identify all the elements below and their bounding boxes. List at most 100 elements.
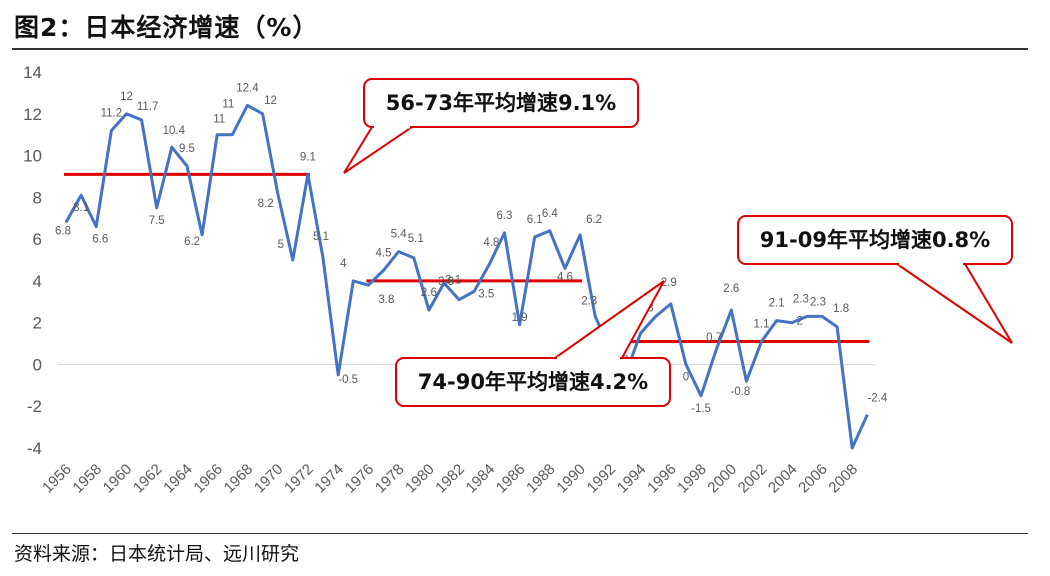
data-label: 12 (264, 95, 277, 107)
data-label: 8.1 (73, 202, 89, 214)
y-tick-label: -4 (27, 439, 42, 458)
x-tick-label: 1984 (463, 461, 499, 497)
x-tick-label: 1996 (644, 461, 680, 497)
data-label: 2.6 (723, 283, 739, 295)
data-label: 1.9 (512, 312, 528, 324)
y-tick-label: 6 (33, 230, 42, 249)
data-label: -2.4 (867, 393, 887, 405)
x-tick-label: 1994 (614, 461, 650, 497)
y-tick-label: 0 (33, 355, 42, 374)
average-callout: 91-09年平均增速0.8% (737, 215, 1013, 344)
x-tick-label: 1986 (493, 461, 529, 497)
x-tick-label: 1974 (311, 461, 347, 497)
data-label: -1.5 (691, 403, 711, 415)
average-callout: 74-90年平均增速4.2% (395, 280, 671, 407)
y-tick-label: -2 (27, 397, 42, 416)
x-tick-label: 1958 (69, 461, 105, 497)
x-tick-label: 1976 (342, 461, 378, 497)
data-label: 2 (797, 316, 803, 328)
x-tick-label: 1972 (281, 461, 317, 497)
data-label: 2.1 (769, 298, 785, 310)
data-label: 6.2 (586, 214, 602, 226)
x-tick-label: 1980 (402, 461, 438, 497)
y-tick-label: 8 (33, 188, 42, 207)
data-label: 3.8 (378, 294, 394, 306)
data-label: 11.2 (101, 107, 123, 119)
data-label: 10.4 (163, 125, 186, 137)
y-tick-label: 12 (23, 105, 42, 124)
y-axis-ticks: -4 -2 0 2 4 6 8 10 12 14 (23, 63, 42, 458)
y-tick-label: 10 (23, 147, 42, 166)
callout-label: 56-73年平均增速9.1% (386, 91, 616, 115)
data-label: 12 (120, 91, 133, 103)
data-label: 4.8 (483, 237, 499, 249)
data-label: 4.6 (557, 271, 573, 283)
data-label: 6.1 (527, 214, 543, 226)
data-label: 6.3 (496, 210, 512, 222)
callout-box (363, 78, 639, 128)
title-divider (12, 48, 1028, 50)
data-label: 5 (278, 239, 284, 251)
data-label: 4.5 (376, 247, 392, 259)
data-label: 0 (683, 371, 689, 383)
x-tick-label: 1982 (432, 461, 468, 497)
gdp-growth-line (64, 103, 869, 450)
data-label: 2.6 (421, 287, 437, 299)
data-label: 6.8 (55, 225, 71, 237)
data-label: -0.5 (338, 374, 358, 386)
x-tick-label: 1998 (674, 461, 710, 497)
data-label: 2.3 (810, 296, 826, 308)
data-label: 11 (213, 114, 225, 126)
x-tick-label: 1960 (100, 461, 136, 497)
data-label: 12.4 (236, 82, 259, 94)
y-tick-label: 4 (33, 272, 42, 291)
source-note: 资料来源：日本统计局、远川研究 (14, 543, 300, 565)
x-tick-label: 1956 (39, 461, 75, 497)
callout-pointer (893, 263, 1013, 344)
data-label: 8.2 (258, 198, 274, 210)
source-divider (12, 533, 1028, 534)
x-tick-label: 1962 (130, 461, 166, 497)
data-label: 2.3 (581, 295, 597, 307)
callout-pointer (551, 280, 665, 359)
data-label: 1.1 (754, 318, 770, 330)
data-label: 2.9 (661, 277, 677, 289)
x-tick-label: 2006 (795, 461, 831, 497)
data-label: 1.8 (833, 303, 849, 315)
data-label: 5.1 (313, 231, 329, 243)
data-label: 5.4 (391, 229, 408, 241)
data-label: 6.2 (184, 236, 200, 248)
chart-title: 图2：日本经济增速（%） (14, 13, 319, 42)
data-label: 2.3 (793, 293, 809, 305)
y-tick-label: 14 (23, 63, 42, 82)
callout-pointer (343, 126, 416, 174)
average-callouts: 56-73年平均增速9.1% 74-90年平均增速4.2% 91-09年平均增速0.… (343, 78, 1013, 407)
y-tick-label: 2 (33, 314, 42, 333)
data-label: 3.9 (438, 276, 454, 288)
x-tick-label: 1964 (160, 461, 196, 497)
x-tick-label: 1978 (372, 461, 408, 497)
data-label: -0.8 (730, 386, 750, 398)
x-tick-label: 1966 (190, 461, 226, 497)
x-tick-label: 1990 (553, 461, 589, 497)
data-label: 11.7 (137, 101, 159, 113)
x-axis-ticks: 1956195819601962196419661968197019721974… (39, 461, 861, 497)
data-label: 3.1 (445, 275, 461, 287)
x-tick-label: 1992 (584, 461, 620, 497)
data-label: 5.1 (408, 233, 424, 245)
callout-label: 74-90年平均增速4.2% (418, 370, 648, 394)
average-callout: 56-73年平均增速9.1% (343, 78, 639, 174)
x-tick-label: 2004 (765, 461, 801, 497)
data-label: 9.1 (300, 151, 316, 163)
x-tick-label: 1970 (251, 461, 287, 497)
data-label: 6.6 (92, 234, 108, 246)
data-label: 7.5 (149, 215, 165, 227)
callout-box (395, 357, 671, 407)
callout-label: 91-09年平均增速0.8% (760, 228, 990, 252)
data-label: 11 (222, 99, 234, 111)
x-tick-label: 2002 (735, 461, 771, 497)
data-label: 6.4 (542, 208, 559, 220)
x-tick-label: 2000 (704, 461, 740, 497)
x-tick-label: 1968 (221, 461, 257, 497)
